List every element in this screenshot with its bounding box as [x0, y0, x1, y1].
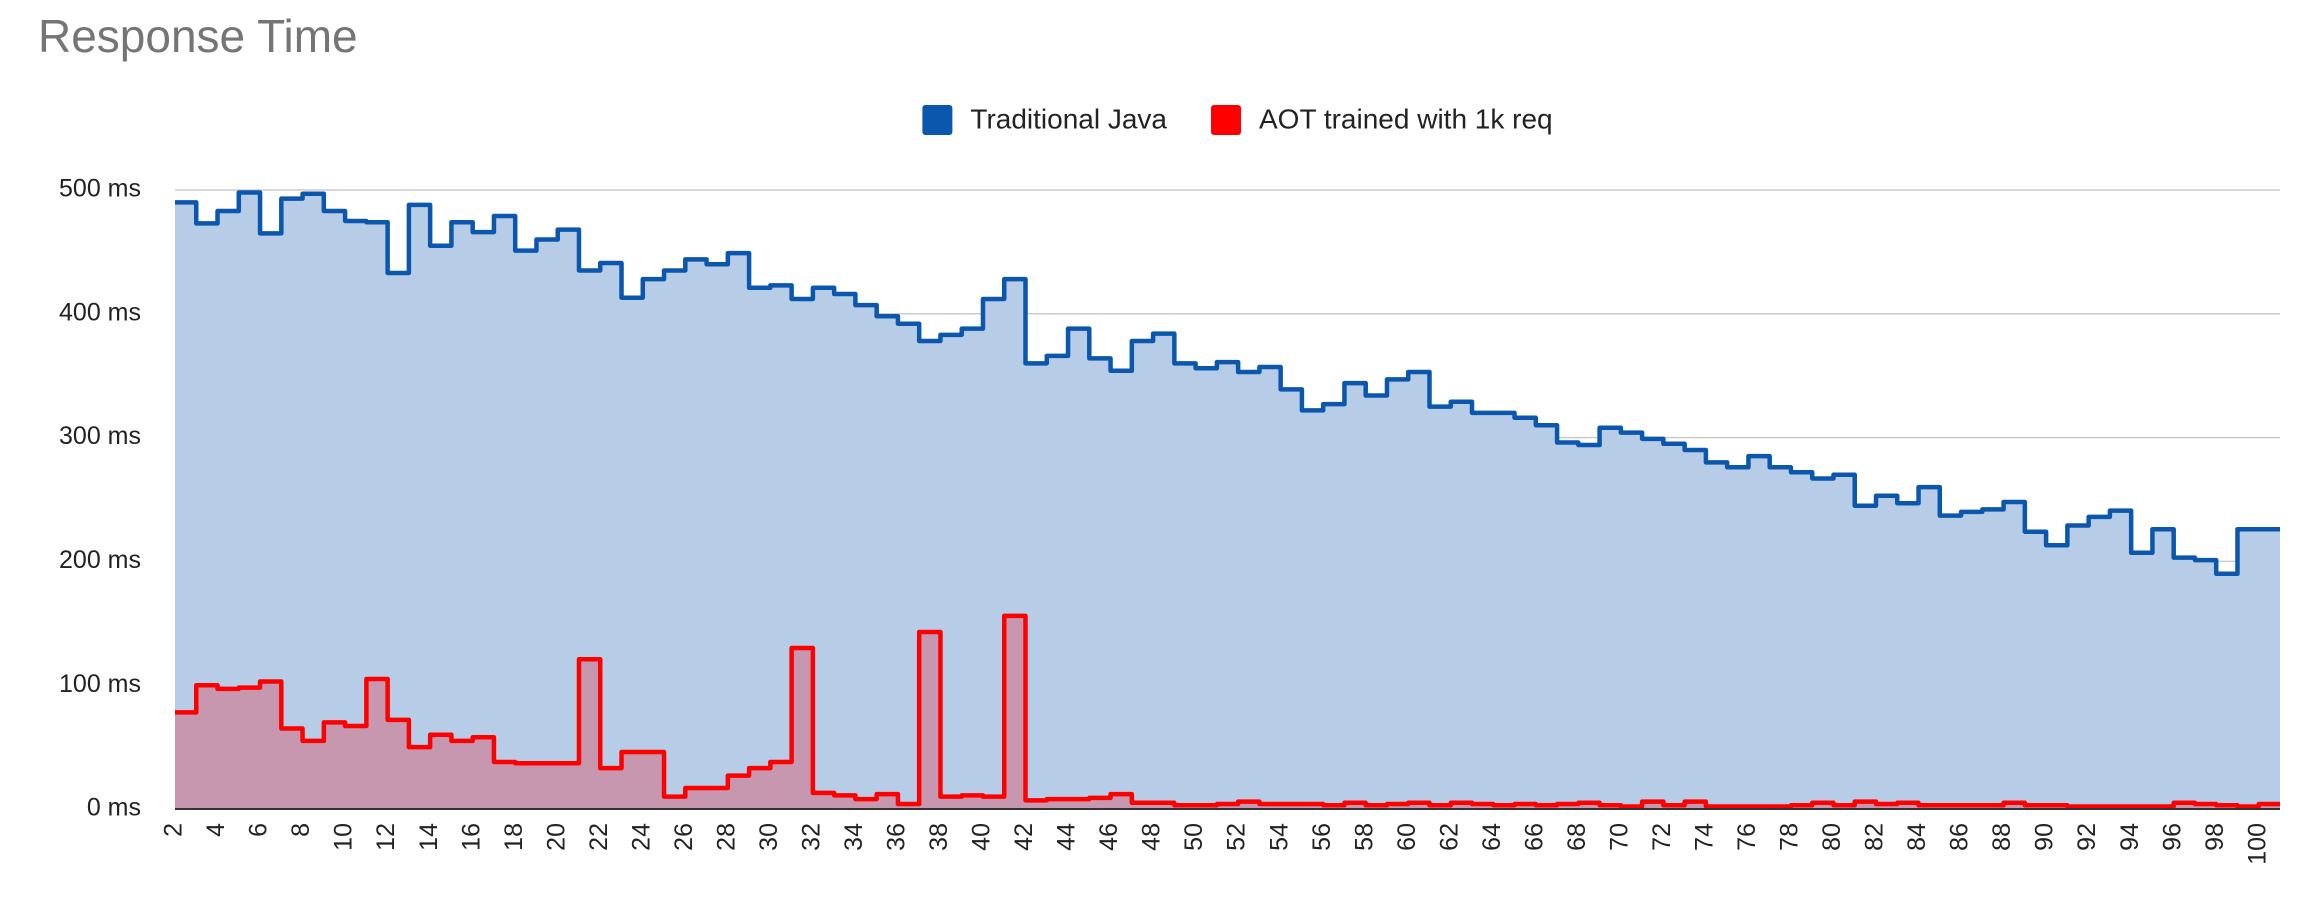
line — [175, 190, 2280, 577]
x-tick-label: 24 — [627, 823, 655, 851]
x-tick-label: 76 — [1733, 823, 1761, 851]
y-tick-label: 0 ms — [87, 794, 141, 822]
x-tick-label: 70 — [1605, 823, 1633, 851]
x-tick-label: 98 — [2201, 823, 2229, 851]
x-tick-label: 34 — [840, 823, 868, 851]
x-tick-label: 28 — [712, 823, 740, 851]
x-tick-label: 90 — [2031, 823, 2059, 851]
legend-label: AOT trained with 1k req — [1259, 103, 1553, 134]
line — [175, 613, 2280, 809]
x-tick-label: 80 — [1818, 823, 1846, 851]
x-tick-label: 30 — [755, 823, 783, 851]
y-tick-label: 200 ms — [59, 546, 141, 574]
x-tick-label: 38 — [925, 823, 953, 851]
x-tick-label: 40 — [968, 823, 996, 851]
x-tick-label: 32 — [797, 823, 825, 851]
y-tick-label: 500 ms — [59, 175, 141, 203]
x-tick-label: 10 — [330, 823, 358, 851]
x-tick-label: 74 — [1691, 823, 1719, 851]
x-tick-label: 56 — [1308, 823, 1336, 851]
x-tick-label: 14 — [415, 823, 443, 851]
x-tick-label: 78 — [1776, 823, 1804, 851]
x-tick-label: 96 — [2158, 823, 2186, 851]
x-tick-label: 68 — [1563, 823, 1591, 851]
x-tick-label: 8 — [287, 823, 315, 837]
x-tick-label: 20 — [542, 823, 570, 851]
y-tick-label: 100 ms — [59, 670, 141, 698]
x-tick-label: 2 — [160, 823, 188, 837]
legend-item: Traditional Java — [922, 103, 1167, 135]
x-tick-label: 22 — [585, 823, 613, 851]
legend-swatch — [1211, 105, 1241, 135]
x-tick-label: 58 — [1350, 823, 1378, 851]
area — [175, 615, 2280, 809]
x-tick-label: 46 — [1095, 823, 1123, 851]
x-tick-label: 48 — [1138, 823, 1166, 851]
x-tick-label: 60 — [1393, 823, 1421, 851]
x-tick-label: 6 — [245, 823, 273, 837]
x-tick-label: 52 — [1223, 823, 1251, 851]
x-tick-label: 16 — [457, 823, 485, 851]
x-tick-label: 72 — [1648, 823, 1676, 851]
x-tick-label: 62 — [1435, 823, 1463, 851]
y-tick-label: 300 ms — [59, 422, 141, 450]
x-tick-label: 84 — [1903, 823, 1931, 851]
x-tick-label: 42 — [1010, 823, 1038, 851]
x-tick-label: 36 — [883, 823, 911, 851]
legend-item: AOT trained with 1k req — [1211, 103, 1553, 135]
x-tick-label: 26 — [670, 823, 698, 851]
legend-label: Traditional Java — [970, 103, 1167, 134]
x-tick-label: 66 — [1520, 823, 1548, 851]
x-tick-label: 82 — [1861, 823, 1889, 851]
x-tick-label: 86 — [1946, 823, 1974, 851]
y-tick-label: 400 ms — [59, 298, 141, 326]
x-tick-label: 18 — [500, 823, 528, 851]
chart-title: Response Time — [38, 10, 358, 62]
x-tick-label: 92 — [2073, 823, 2101, 851]
x-tick-label: 94 — [2116, 823, 2144, 851]
x-tick-label: 100 — [2243, 823, 2271, 865]
x-tick-label: 44 — [1053, 823, 1081, 851]
area — [175, 192, 2280, 809]
x-tick-label: 50 — [1180, 823, 1208, 851]
x-tick-label: 54 — [1265, 823, 1293, 851]
x-tick-label: 64 — [1478, 823, 1506, 851]
legend-swatch — [922, 105, 953, 135]
x-tick-label: 4 — [202, 823, 230, 837]
x-tick-label: 88 — [1988, 823, 2016, 851]
legend: Traditional Java AOT trained with 1k req — [922, 103, 1553, 135]
x-tick-label: 12 — [372, 823, 400, 851]
